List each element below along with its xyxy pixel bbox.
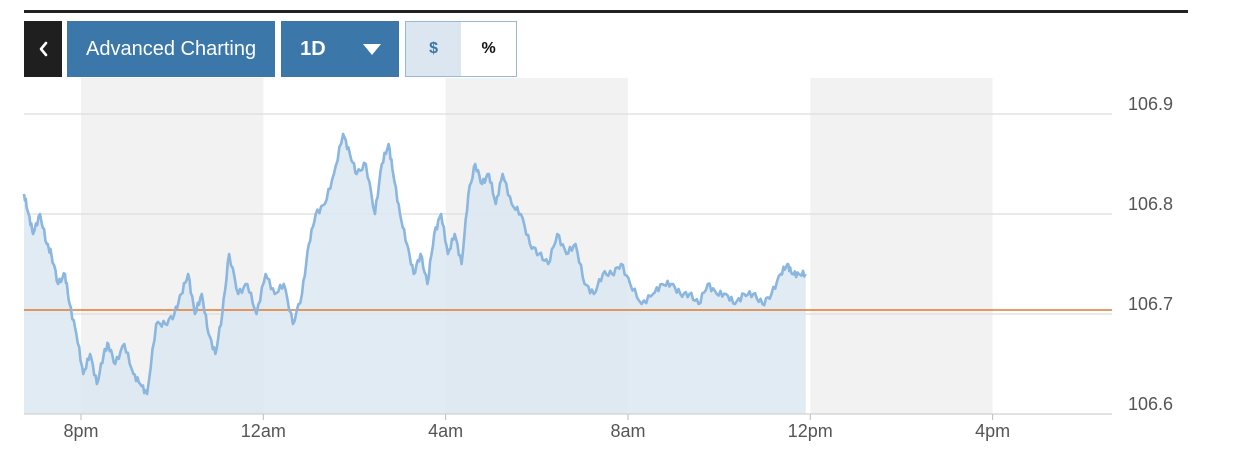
x-tick-label: 8pm (63, 421, 98, 441)
top-rule (24, 10, 1188, 13)
x-tick-label: 8am (610, 421, 645, 441)
x-tick-label: 12pm (788, 421, 833, 441)
price-line (22, 132, 807, 396)
y-tick-label: 106.9 (1128, 94, 1173, 114)
time-band-3 (810, 78, 993, 414)
back-button[interactable] (24, 21, 62, 77)
x-tick-label: 4am (428, 421, 463, 441)
y-tick-label: 106.8 (1128, 194, 1173, 214)
percent-label: % (481, 40, 496, 57)
percent-toggle[interactable]: % (461, 22, 517, 76)
x-tick-label: 12am (241, 421, 286, 441)
chart-toolbar: Advanced Charting 1D $ % (24, 21, 518, 77)
y-tick-label: 106.6 (1128, 394, 1173, 414)
y-axis-ticks: 106.9 106.8 106.7 106.6 (1128, 94, 1173, 414)
x-axis-ticks: 8pm 12am 4am 8am 12pm 4pm (63, 414, 1010, 441)
caret-down-icon (363, 43, 382, 55)
dollar-toggle[interactable]: $ (406, 22, 462, 76)
range-dropdown[interactable]: 1D (281, 21, 400, 77)
range-label: 1D (300, 37, 326, 60)
advanced-charting-button[interactable]: Advanced Charting (67, 21, 276, 77)
unit-toggle: $ % (405, 21, 518, 77)
advanced-charting-label: Advanced Charting (86, 37, 257, 60)
dollar-label: $ (429, 40, 439, 57)
y-tick-label: 106.7 (1128, 294, 1173, 314)
x-tick-label: 4pm (975, 421, 1010, 441)
chevron-left-icon (39, 41, 48, 57)
